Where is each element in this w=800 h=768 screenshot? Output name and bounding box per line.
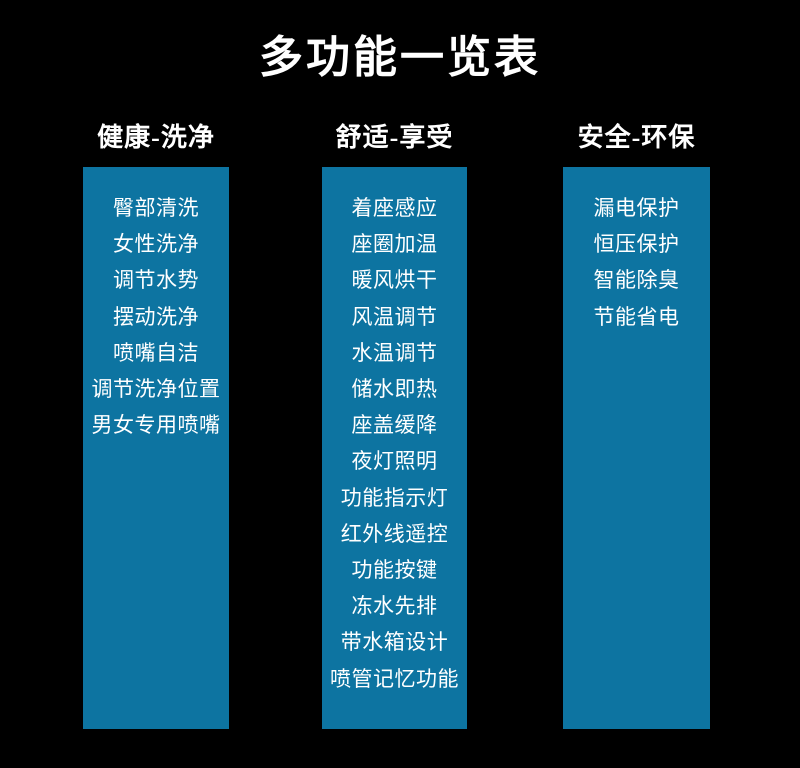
- feature-item: 座圈加温: [351, 232, 438, 257]
- column-safety: 安全-环保 漏电保护 恒压保护 智能除臭 节能省电: [563, 122, 710, 729]
- column-comfort: 舒适-享受 着座感应 座圈加温 暖风烘干 风温调节 水温调节 储水即热 座盖缓降…: [322, 122, 467, 729]
- column-header-comfort: 舒适-享受: [335, 123, 454, 152]
- feature-item: 夜灯照明: [351, 449, 438, 474]
- feature-item: 摆动洗净: [113, 304, 199, 329]
- feature-item: 男女专用喷嘴: [91, 413, 221, 438]
- column-header-health: 健康-洗净: [97, 123, 215, 152]
- feature-item: 风温调节: [351, 304, 438, 329]
- feature-item: 水温调节: [351, 340, 438, 365]
- page-title: 多功能一览表: [259, 33, 541, 82]
- feature-item: 着座感应: [351, 196, 438, 221]
- feature-item: 恒压保护: [593, 232, 680, 257]
- column-header-safety: 安全-环保: [577, 123, 696, 152]
- feature-item: 冻水先排: [351, 594, 438, 619]
- column-body-health: 臀部清洗 女性洗净 调节水势 摆动洗净 喷嘴自洁 调节洗净位置 男女专用喷嘴: [83, 167, 229, 729]
- feature-item: 节能省电: [593, 304, 680, 329]
- feature-item: 漏电保护: [593, 196, 680, 221]
- feature-item: 带水箱设计: [340, 630, 449, 655]
- feature-item: 座盖缓降: [351, 413, 438, 438]
- column-health: 健康-洗净 臀部清洗 女性洗净 调节水势 摆动洗净 喷嘴自洁 调节洗净位置 男女…: [83, 122, 229, 729]
- feature-item: 红外线遥控: [340, 521, 449, 546]
- feature-item: 调节水势: [113, 268, 199, 293]
- feature-item: 女性洗净: [113, 232, 199, 257]
- feature-item: 储水即热: [351, 377, 438, 402]
- feature-item: 臀部清洗: [113, 196, 199, 221]
- feature-item: 喷嘴自洁: [113, 340, 199, 365]
- feature-item: 喷管记忆功能: [330, 666, 459, 691]
- column-body-comfort: 着座感应 座圈加温 暖风烘干 风温调节 水温调节 储水即热 座盖缓降 夜灯照明 …: [322, 167, 467, 729]
- feature-item: 功能指示灯: [340, 485, 449, 510]
- feature-item: 功能按键: [351, 557, 438, 582]
- feature-item: 智能除臭: [593, 268, 680, 293]
- feature-item: 暖风烘干: [351, 268, 438, 293]
- feature-item: 调节洗净位置: [91, 377, 221, 402]
- column-body-safety: 漏电保护 恒压保护 智能除臭 节能省电: [563, 167, 710, 729]
